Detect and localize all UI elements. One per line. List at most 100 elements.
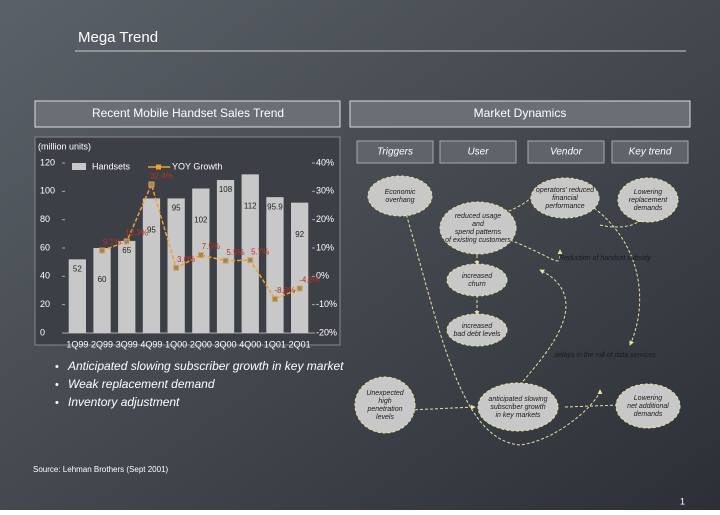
point-label: -4.3%: [299, 276, 320, 285]
y-tick-label: 0: [40, 327, 45, 337]
x-tick-label: 4Q00: [239, 339, 261, 349]
bullet-dot: •: [55, 361, 59, 373]
point-label: 5.7%: [251, 247, 269, 256]
point-label: 3.0%: [177, 255, 195, 264]
node-label: subscriber growth: [490, 404, 545, 411]
node-label: demands: [634, 411, 663, 418]
x-tick-label: 3Q00: [215, 339, 237, 349]
panel-title: Recent Mobile Handset Sales Trend: [92, 106, 284, 120]
bar-label: 92: [295, 230, 304, 239]
column-header: [527, 140, 605, 164]
node-label: Economic: [385, 189, 416, 196]
x-tick-label: 2Q01: [289, 339, 311, 349]
x-tick-label: 1Q00: [165, 339, 187, 349]
bar-label: 95.9: [267, 202, 283, 211]
bar-label: 52: [73, 264, 82, 273]
node: [530, 177, 600, 219]
y-tick-label: 60: [40, 242, 50, 252]
node-label: Lowering: [634, 395, 663, 402]
bar: [241, 174, 259, 333]
bar: [192, 188, 210, 333]
bullet: Weak replacement demand: [68, 377, 215, 391]
panel-header: [349, 100, 691, 128]
legend-swatch: [72, 163, 86, 170]
x-tick-label: 2Q00: [190, 339, 212, 349]
node-label: high: [378, 398, 391, 405]
y-tick-label: 120: [40, 157, 55, 167]
node-label: bad debt levels: [453, 331, 501, 338]
arrow: [564, 402, 621, 408]
node-label: Lowering: [634, 189, 663, 196]
bar-label: 112: [244, 201, 257, 210]
node-label: and: [472, 221, 485, 228]
legend-label: YOY Growth: [172, 161, 222, 171]
page-number: 1: [680, 496, 685, 506]
node-label: Reduction of handset subsidy: [559, 255, 651, 262]
bar-label: 95: [147, 226, 156, 235]
node-label: delays in the roll of data services: [554, 352, 656, 359]
node-label: financial: [552, 195, 578, 202]
node-label: anticipated slowing: [488, 396, 547, 403]
node-label: increased: [462, 273, 493, 280]
bar: [266, 197, 284, 333]
y2-tick-label: -10%: [316, 299, 337, 309]
node-label: levels: [376, 414, 394, 421]
bullet: Anticipated slowing subscriber growth in…: [67, 359, 344, 373]
node-label: in key markets: [495, 412, 541, 419]
node-label: overhang: [385, 197, 414, 204]
node-label: operators' reduced: [536, 187, 595, 194]
column-label: User: [467, 147, 489, 158]
node: [439, 201, 517, 255]
y2-tick-label: 30%: [316, 186, 334, 196]
panel-title: Market Dynamics: [474, 106, 567, 120]
y-tick-label: 40: [40, 271, 50, 281]
point-label: 5.5%: [226, 248, 244, 257]
point: [123, 238, 130, 245]
point: [222, 257, 229, 264]
y-tick-label: 100: [40, 186, 55, 196]
bar-label: 60: [98, 275, 107, 284]
x-tick-label: 3Q99: [116, 339, 138, 349]
point: [247, 257, 254, 264]
point-label: 9.1%: [103, 238, 121, 247]
bar: [291, 202, 309, 333]
node-label: reduced usage: [455, 213, 501, 220]
point-label: 12.3%: [125, 229, 148, 238]
point: [296, 285, 303, 292]
bar-label: 95: [172, 204, 181, 213]
x-tick-label: 1Q99: [66, 339, 88, 349]
bar-label: 108: [219, 185, 233, 194]
node-label: Unexpected: [366, 390, 404, 397]
bullet-dot: •: [55, 379, 59, 391]
node: [446, 313, 508, 347]
x-tick-label: 4Q99: [140, 339, 162, 349]
node: [615, 383, 681, 429]
point-label: -8.0%: [274, 286, 295, 295]
y2-tick-label: 20%: [316, 214, 334, 224]
node: [446, 263, 508, 297]
node: [617, 177, 679, 223]
arrow: [409, 404, 476, 411]
node-label: spend patterns: [455, 229, 502, 236]
node-label: performance: [544, 203, 584, 210]
point-label: 32.4%: [150, 172, 173, 181]
point: [197, 252, 204, 259]
bullet: Inventory adjustment: [68, 395, 180, 409]
node-label: increased: [462, 323, 493, 330]
column-label: Key trend: [629, 147, 672, 158]
point: [173, 264, 180, 271]
x-tick-label: 2Q99: [91, 339, 113, 349]
column-header: [439, 140, 517, 164]
growth-line: [101, 182, 300, 300]
bar: [68, 259, 86, 333]
node-label: of existing customers: [445, 237, 511, 244]
column-header: [611, 140, 689, 164]
arrow: [589, 204, 641, 346]
y2-tick-label: 10%: [316, 242, 334, 252]
column-header: [356, 140, 434, 164]
y-tick-label: 80: [40, 214, 50, 224]
panel-header: [34, 100, 341, 128]
y2-tick-label: 0%: [316, 271, 329, 281]
legend-swatch: [156, 164, 161, 170]
